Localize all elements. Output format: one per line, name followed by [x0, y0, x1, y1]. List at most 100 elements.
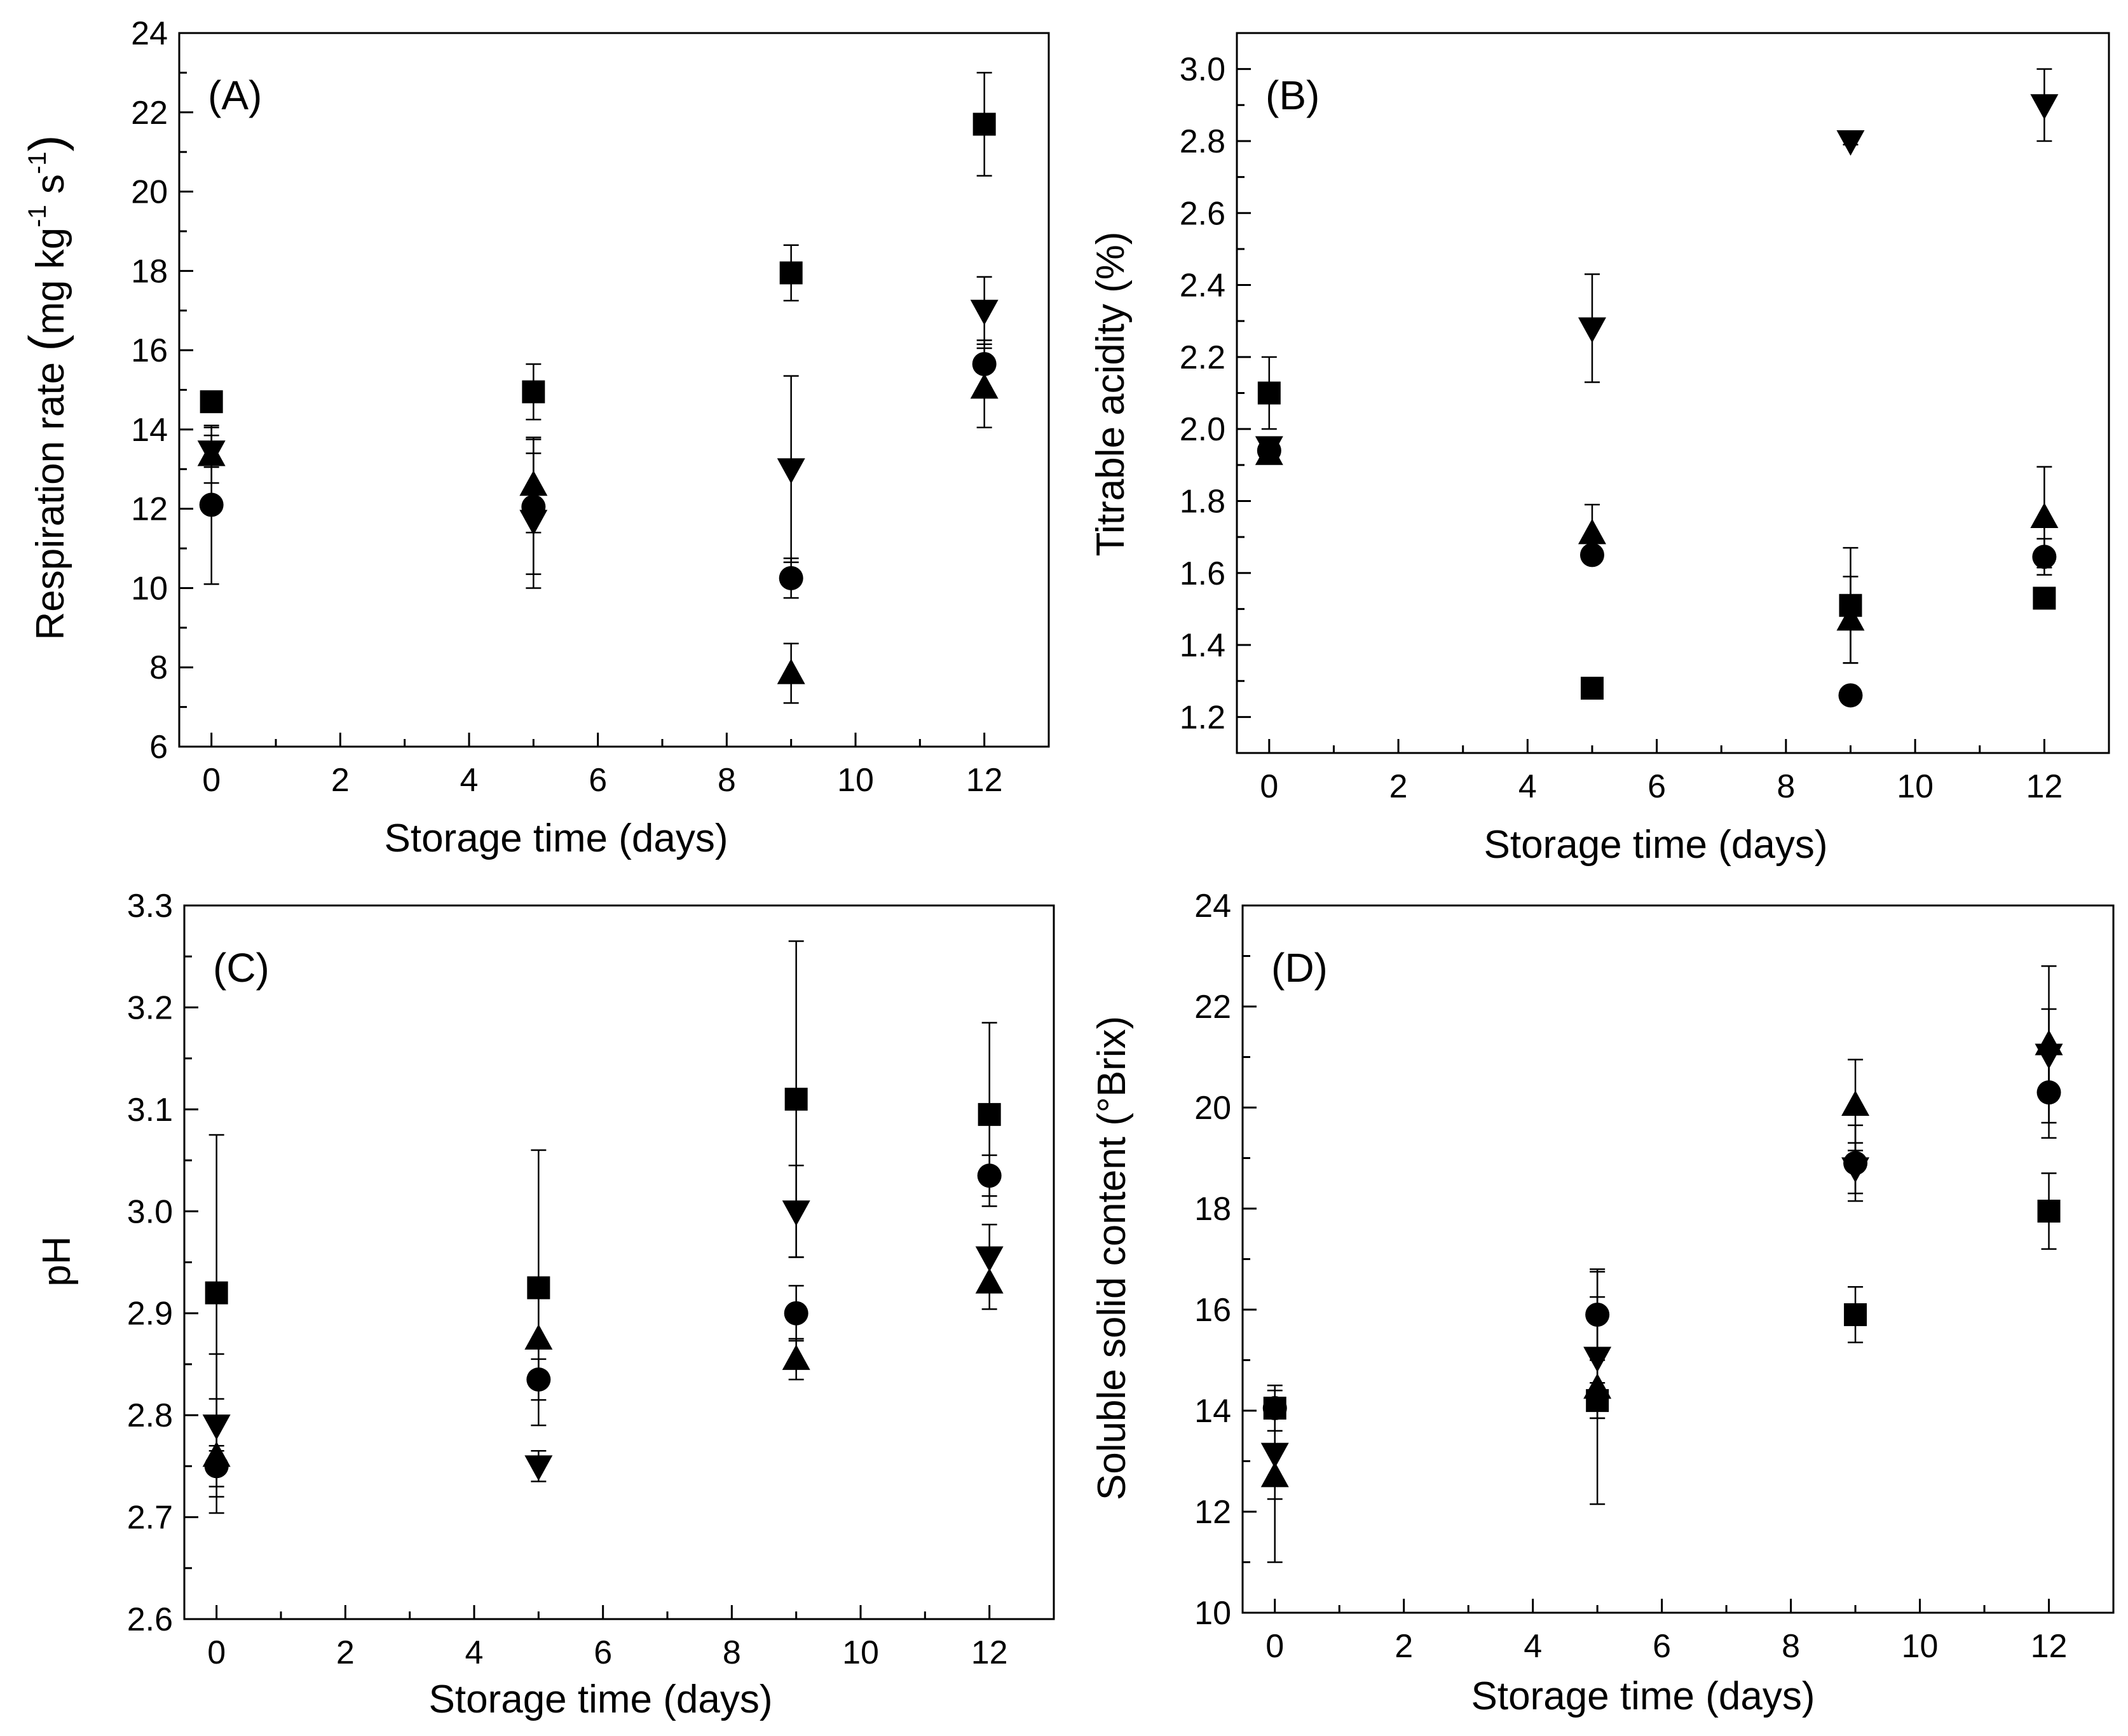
data-point-up-triangle-a	[970, 373, 999, 399]
y-axis-paren-open: (	[18, 335, 74, 351]
data-point-down-triangle-c	[782, 1200, 810, 1226]
x-tick-label-a: 2	[331, 762, 350, 799]
panel-label-d: (D)	[1271, 945, 1328, 991]
x-tick-label-b: 2	[1389, 768, 1408, 805]
data-point-down-triangle-d	[2035, 1043, 2063, 1069]
y-tick-label-c: 3.2	[127, 989, 173, 1026]
x-tick-label-d: 0	[1265, 1628, 1284, 1665]
data-point-square-c	[205, 1281, 228, 1305]
data-point-square-a	[200, 390, 223, 414]
y-tick-label-d: 20	[1194, 1090, 1231, 1127]
y-tick-label-d: 16	[1194, 1292, 1231, 1329]
panel-label-b: (B)	[1265, 72, 1320, 118]
series-down-triangle-b	[1255, 68, 2059, 462]
data-point-down-triangle-b	[2030, 94, 2059, 120]
y-axis-exponent-1: -1	[24, 205, 51, 227]
panel-label-c: (C)	[213, 945, 269, 991]
data-point-circle-a	[199, 492, 224, 517]
x-axis-label-d: Storage time (days)	[1471, 1674, 1815, 1718]
data-point-circle-a	[779, 566, 803, 590]
y-axis-label-d: Soluble solid content (°Brix)	[1090, 1016, 1134, 1500]
data-point-down-triangle-a	[197, 440, 226, 466]
x-tick-label-c: 2	[336, 1634, 355, 1671]
data-point-down-triangle-b	[1578, 317, 1606, 343]
x-tick-label-a: 10	[837, 762, 874, 799]
data-point-square-b	[1257, 381, 1281, 405]
y-tick-label-d: 14	[1194, 1393, 1231, 1430]
y-tick-label-c: 3.3	[127, 888, 173, 925]
data-point-circle-c	[784, 1301, 808, 1326]
y-tick-label-d: 24	[1194, 888, 1231, 925]
y-tick-label-a: 18	[131, 253, 168, 290]
data-point-down-triangle-d	[1841, 1157, 1870, 1183]
data-point-square-a	[779, 261, 803, 285]
y-tick-label-b: 2.6	[1180, 195, 1225, 232]
y-tick-label-b: 2.0	[1180, 411, 1225, 448]
x-tick-label-d: 6	[1653, 1628, 1671, 1665]
y-tick-label-b: 2.2	[1180, 339, 1225, 376]
data-point-up-triangle-b	[2030, 502, 2059, 528]
x-tick-label-c: 4	[465, 1634, 484, 1671]
data-point-down-triangle-d	[1583, 1346, 1612, 1373]
y-tick-label-c: 3.0	[127, 1193, 173, 1230]
series-down-triangle-a	[197, 276, 999, 589]
data-point-up-triangle-c	[524, 1324, 553, 1350]
x-tick-label-c: 8	[723, 1634, 741, 1671]
data-point-down-triangle-b	[1255, 436, 1283, 462]
y-tick-label-b: 1.6	[1180, 555, 1225, 592]
y-axis-label-main: Respiration rate	[29, 351, 72, 641]
x-tick-label-a: 0	[202, 762, 221, 799]
y-tick-label-c: 2.8	[127, 1397, 173, 1434]
data-point-square-b	[2033, 587, 2056, 610]
y-axis-label-c: pH	[35, 1236, 79, 1286]
data-point-down-triangle-c	[975, 1246, 1004, 1272]
y-axis-paren-close: )	[18, 135, 74, 151]
x-tick-label-c: 10	[842, 1634, 879, 1671]
x-tick-label-d: 8	[1782, 1628, 1800, 1665]
data-point-up-triangle-a	[777, 658, 805, 684]
y-tick-label-b: 1.4	[1180, 627, 1225, 664]
y-tick-label-b: 2.8	[1180, 123, 1225, 160]
series-down-triangle-d	[1260, 1008, 2063, 1500]
panel-label-a: (A)	[208, 72, 262, 118]
chart-panel-c: 0 2 4 6 8 10 12 2.6 2.7 2.8 2.9 3.0 3.1 3.2 3.3 (C) Stor…	[35, 888, 1055, 1721]
data-point-square-b	[1580, 677, 1604, 700]
data-point-square-c	[527, 1276, 550, 1299]
y-axis-unit-1: mg kg	[29, 227, 72, 335]
y-tick-label-b: 1.8	[1180, 483, 1225, 520]
data-point-down-triangle-c	[202, 1414, 231, 1441]
data-point-square-c	[978, 1102, 1001, 1126]
y-tick-label-b: 2.4	[1180, 268, 1225, 304]
data-point-down-triangle-b	[1836, 130, 1865, 156]
y-tick-label-a: 20	[131, 174, 168, 211]
series-up-triangle-b	[1255, 439, 2059, 664]
y-tick-label-b: 3.0	[1180, 51, 1225, 88]
data-point-circle-c	[977, 1163, 1002, 1188]
x-tick-label-d: 2	[1395, 1628, 1413, 1665]
data-point-down-triangle-c	[524, 1455, 553, 1481]
data-point-square-a	[972, 112, 996, 136]
x-tick-label-d: 10	[1902, 1628, 1939, 1665]
y-axis-exponent-2: -1	[24, 151, 51, 174]
x-tick-label-d: 12	[2031, 1628, 2068, 1665]
x-axis-label-b: Storage time (days)	[1484, 823, 1828, 867]
x-tick-label-c: 0	[207, 1634, 226, 1671]
x-tick-label-b: 6	[1647, 768, 1666, 805]
y-tick-label-a: 14	[131, 412, 168, 449]
x-tick-label-b: 12	[2026, 768, 2063, 805]
data-point-circle-b	[1838, 683, 1863, 708]
y-tick-label-d: 22	[1194, 989, 1231, 1026]
y-tick-label-a: 16	[131, 332, 168, 369]
data-point-up-triangle-b	[1836, 605, 1865, 631]
data-point-up-triangle-b	[1578, 519, 1606, 545]
y-tick-label-c: 2.9	[127, 1296, 173, 1333]
y-tick-label-a: 6	[149, 729, 168, 766]
data-point-down-triangle-a	[970, 299, 999, 325]
y-tick-label-a: 12	[131, 491, 168, 528]
x-tick-label-a: 4	[460, 762, 479, 799]
data-point-square-d	[2037, 1199, 2061, 1223]
x-tick-label-c: 6	[594, 1634, 612, 1671]
